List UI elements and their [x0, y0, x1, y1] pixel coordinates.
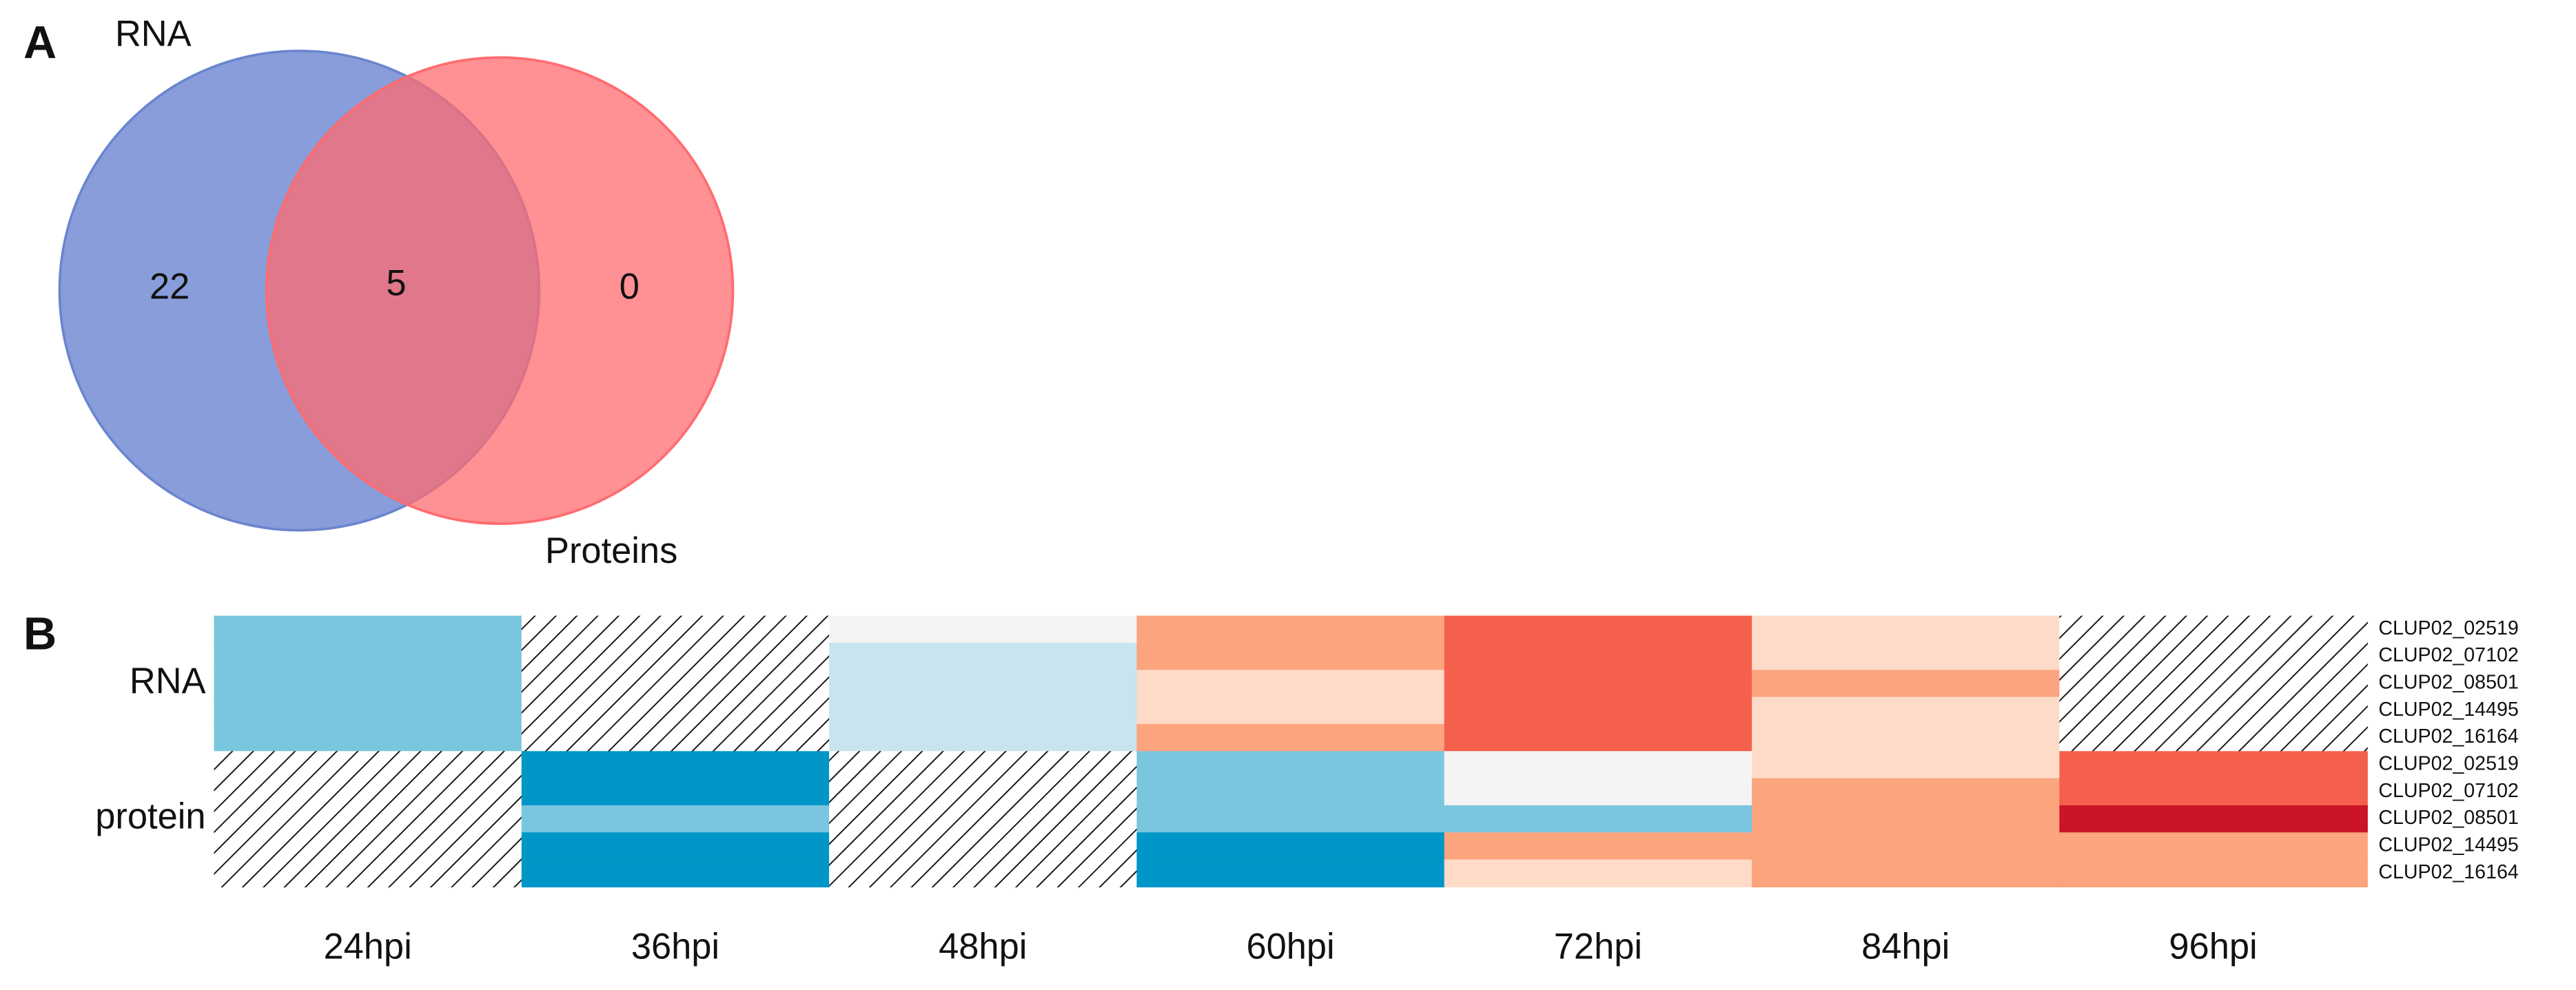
heatmap-cell [214, 697, 522, 725]
row-label: CLUP02_08501 [2378, 672, 2518, 694]
column-label: 96hpi [2169, 927, 2257, 967]
heatmap-cell [214, 642, 522, 671]
heatmap-cell [829, 751, 1138, 779]
heatmap-cell [1136, 615, 1445, 644]
count-label: 22 [150, 267, 190, 307]
row-label: CLUP02_08501 [2378, 807, 2518, 829]
heatmap-cell [1752, 805, 2061, 834]
heatmap-cell [214, 859, 522, 888]
column-label: 84hpi [1861, 927, 1950, 967]
heatmap-cell [214, 615, 522, 644]
row-label: CLUP02_02519 [2378, 752, 2518, 774]
heatmap-cell [2059, 859, 2368, 888]
set-label: RNA [115, 14, 192, 54]
heatmap-cell [1136, 670, 1445, 698]
heatmap-cell [1444, 670, 1753, 698]
heatmap-cell [1136, 642, 1445, 671]
column-label: 60hpi [1246, 927, 1334, 967]
count-label: 5 [386, 264, 406, 304]
heatmap-cell [829, 805, 1138, 834]
row-group-label: RNA [130, 661, 206, 701]
heatmap-cell [214, 832, 522, 860]
column-label: 24hpi [324, 927, 412, 967]
heatmap-cell [1752, 832, 2061, 860]
heatmap-cell [1136, 751, 1445, 779]
heatmap-cell [2059, 832, 2368, 860]
heatmap-cell [214, 723, 522, 752]
heatmap-cell [521, 670, 830, 698]
column-label: 72hpi [1554, 927, 1642, 967]
heatmap-cell [521, 723, 830, 752]
count-label: 0 [620, 267, 640, 307]
heatmap-cell [2059, 642, 2368, 671]
heatmap-cell [829, 670, 1138, 698]
heatmap-cell [2059, 805, 2368, 834]
heatmap-cell [2059, 723, 2368, 752]
heatmap-cell [521, 697, 830, 725]
heatmap-cell [1752, 615, 2061, 644]
heatmap-cell [214, 805, 522, 834]
heatmap-cell [1752, 751, 2061, 779]
heatmap-cell [2059, 670, 2368, 698]
row-label: CLUP02_16164 [2378, 861, 2518, 883]
heatmap-cell [1752, 642, 2061, 671]
heatmap-cell [1444, 832, 1753, 860]
heatmap-cell [1136, 859, 1445, 888]
row-label: CLUP02_07102 [2378, 780, 2518, 802]
heatmap-cell [521, 642, 830, 671]
heatmap-cell [1136, 778, 1445, 807]
heatmap-cell [1444, 723, 1753, 752]
heatmap-cell [1752, 697, 2061, 725]
heatmap-cell [214, 670, 522, 698]
set-label: Proteins [545, 531, 677, 571]
heatmap-cell [521, 751, 830, 779]
heatmap-cell [1136, 832, 1445, 860]
heatmap-cell [829, 697, 1138, 725]
heatmap-cell [521, 832, 830, 860]
heatmap-cell [1444, 642, 1753, 671]
heatmap-cell [521, 859, 830, 888]
heatmap-cell [1752, 778, 2061, 807]
set-circle [265, 56, 735, 525]
heatmap-cell [521, 778, 830, 807]
heatmap-cell [829, 832, 1138, 860]
heatmap-cell [1444, 859, 1753, 888]
heatmap-cell [1136, 723, 1445, 752]
heatmap-cell [1444, 751, 1753, 779]
heatmap-cell [1752, 670, 2061, 698]
heatmap-cell [214, 778, 522, 807]
heatmap-cell [521, 615, 830, 644]
heatmap-cell [2059, 697, 2368, 725]
heatmap-cell [829, 859, 1138, 888]
row-label: CLUP02_14495 [2378, 699, 2518, 721]
heatmap-cell [2059, 615, 2368, 644]
heatmap-cell [2059, 778, 2368, 807]
heatmap-cell [829, 723, 1138, 752]
row-group-label: protein [95, 796, 205, 836]
panel-label: B [23, 608, 57, 659]
row-label: CLUP02_14495 [2378, 834, 2518, 856]
heatmap-cell [521, 805, 830, 834]
heatmap-cell [1752, 723, 2061, 752]
heatmap-cell [829, 778, 1138, 807]
heatmap-cell [1136, 805, 1445, 834]
heatmap-cell [1444, 778, 1753, 807]
row-label: CLUP02_16164 [2378, 725, 2518, 747]
heatmap-cell [214, 751, 522, 779]
heatmap-cell [1136, 697, 1445, 725]
heatmap-cell [2059, 751, 2368, 779]
column-label: 36hpi [631, 927, 719, 967]
row-label: CLUP02_07102 [2378, 644, 2518, 666]
row-label: CLUP02_02519 [2378, 617, 2518, 639]
heatmap-cell [1444, 805, 1753, 834]
heatmap-cell [1444, 615, 1753, 644]
column-label: 48hpi [939, 927, 1027, 967]
heatmap-cell [1752, 859, 2061, 888]
heatmap-cell [829, 615, 1138, 644]
heatmap-cell [1444, 697, 1753, 725]
heatmap-cell [829, 642, 1138, 671]
panel-label: A [23, 17, 57, 68]
